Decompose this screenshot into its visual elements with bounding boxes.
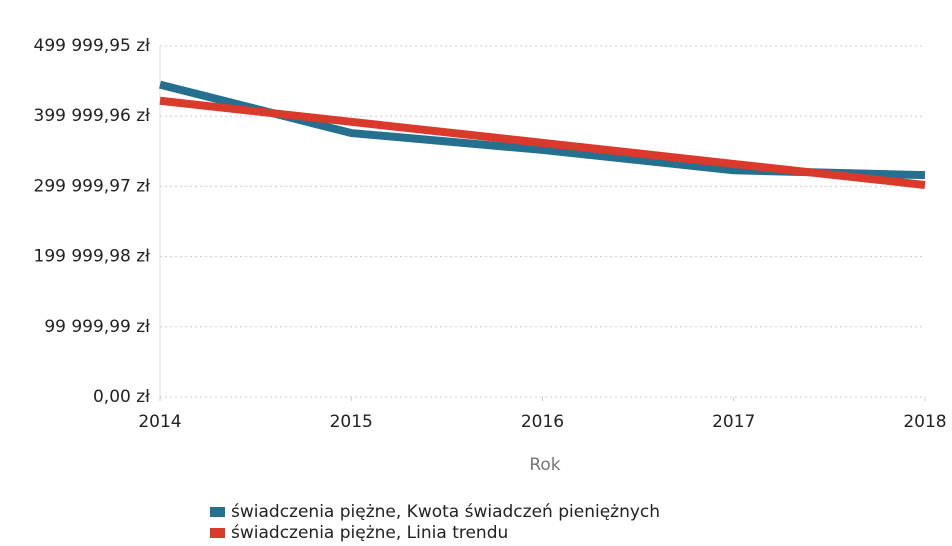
x-tick-label: 2014 [138,412,181,432]
y-tick-label: 199 999,98 zł [34,247,151,267]
legend-label: świadczenia piężne, Linia trendu [231,523,508,543]
x-tick-label: 2016 [521,412,564,432]
series-line [159,96,926,189]
legend-swatch [210,528,225,538]
legend-label: świadczenia piężne, Kwota świadczeń pien… [231,502,660,522]
y-tick-label: 499 999,95 zł [34,36,151,56]
x-axis-label: Rok [529,455,560,475]
y-tick-label: 399 999,96 zł [34,106,151,126]
y-tick-label: 0,00 zł [93,387,150,407]
series-line [159,80,926,180]
x-tick-label: 2015 [330,412,373,432]
y-tick-label: 299 999,97 zł [34,176,151,196]
x-tick-label: 2017 [712,412,755,432]
y-tick-label: 99 999,99 zł [44,317,150,337]
x-tick-label: 2018 [903,412,946,432]
legend-swatch [210,507,225,517]
